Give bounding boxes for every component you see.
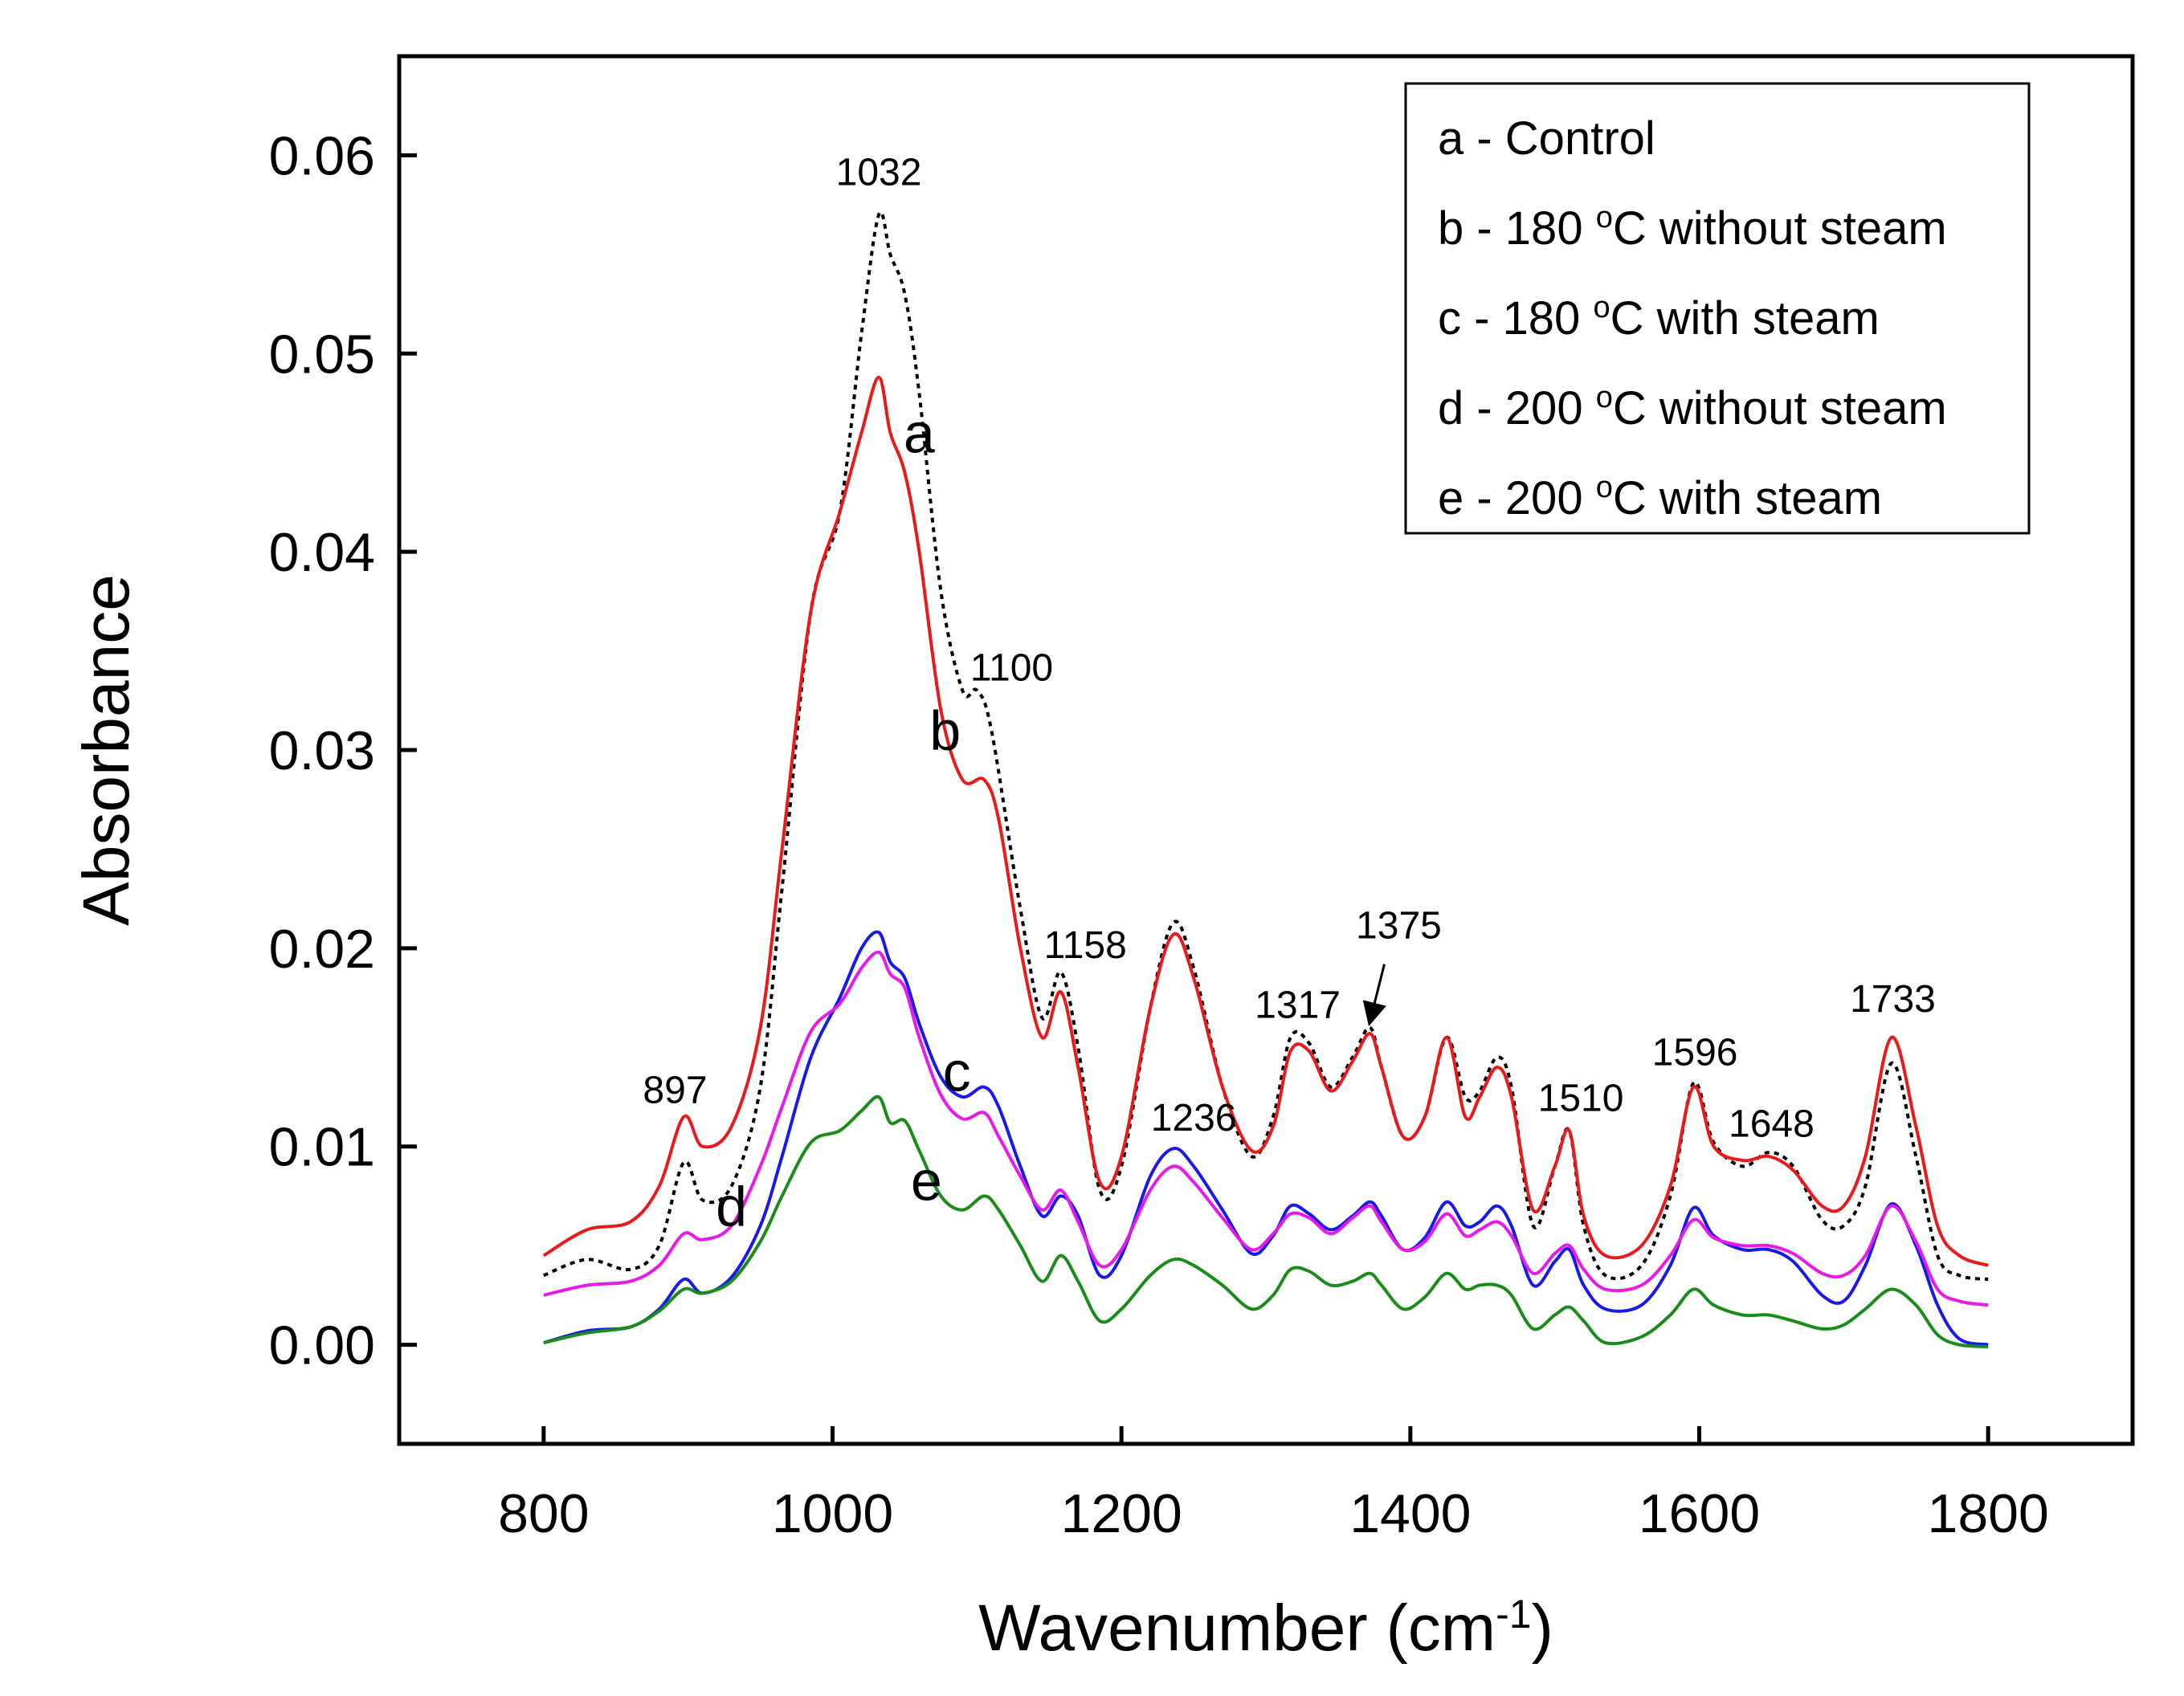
- legend-entries: a - Control b - 180 oC without steam c - 1…: [1438, 112, 1947, 524]
- legend-entry-d: d - 200 oC without steam: [1438, 381, 1947, 434]
- x-tick-label: 1400: [1349, 1483, 1471, 1544]
- y-tick-label: 0.06: [269, 125, 375, 186]
- x-tick-label: 1600: [1639, 1483, 1760, 1544]
- legend: a - Control b - 180 oC without steam c - 1…: [1404, 82, 2031, 535]
- peak-label-1596: 1596: [1652, 1032, 1738, 1074]
- peak-label-1032: 1032: [836, 151, 922, 194]
- y-axis-title: Absorbance: [70, 574, 143, 926]
- x-tick-label: 1800: [1928, 1483, 2049, 1544]
- y-tick-label: 0.01: [269, 1117, 375, 1178]
- legend-entry-a: a - Control: [1438, 112, 1655, 165]
- y-tick-label: 0.00: [269, 1315, 375, 1376]
- legend-box: [1404, 82, 2031, 535]
- peak-label-1733: 1733: [1850, 978, 1936, 1021]
- peak-label-1158: 1158: [1044, 924, 1127, 967]
- curve-label-c: c: [943, 1041, 971, 1103]
- x-tick-label: 800: [498, 1483, 589, 1544]
- peak-label-1648: 1648: [1729, 1103, 1815, 1145]
- legend-entry-b: b - 180 oC without steam: [1438, 201, 1947, 255]
- peak-label-1317: 1317: [1255, 984, 1341, 1026]
- peak-label-1510: 1510: [1538, 1077, 1624, 1119]
- y-tick-label: 0.02: [269, 919, 375, 980]
- series-line-d: [543, 950, 1989, 1307]
- curve-label-a: a: [904, 402, 935, 465]
- y-tick-label: 0.05: [269, 324, 375, 385]
- ticks-layer: 800 1000 1200 1400 1600 1800 0.00 0.01 0.02 0.03 0…: [269, 125, 2049, 1544]
- peak-1375-arrow: [1362, 964, 1386, 1027]
- y-tick-label: 0.03: [269, 720, 375, 781]
- peak-label-1100: 1100: [970, 647, 1053, 690]
- x-tick-label: 1000: [772, 1483, 893, 1544]
- legend-entry-c: c - 180 oC with steam: [1438, 291, 1880, 344]
- legend-entry-e: e - 200 oC with steam: [1438, 471, 1882, 524]
- peak-label-897: 897: [643, 1069, 707, 1111]
- labels-layer: 1032 1100 1158 1236 1317 1375 1510 1596 1648 1733…: [643, 151, 1935, 1237]
- x-axis-title: Wavenumber (cm-1): [978, 1592, 1553, 1665]
- curve-label-b: b: [929, 699, 961, 762]
- y-tick-label: 0.04: [269, 522, 375, 583]
- series-layer: [542, 210, 1989, 1348]
- curve-label-d: d: [716, 1175, 747, 1237]
- x-tick-label: 1200: [1061, 1483, 1182, 1544]
- curve-label-e: e: [911, 1149, 942, 1212]
- series-line-e: [543, 1095, 1989, 1348]
- peak-label-1236: 1236: [1151, 1097, 1237, 1140]
- peak-label-1375: 1375: [1356, 905, 1442, 948]
- series-line-b: [542, 375, 1989, 1267]
